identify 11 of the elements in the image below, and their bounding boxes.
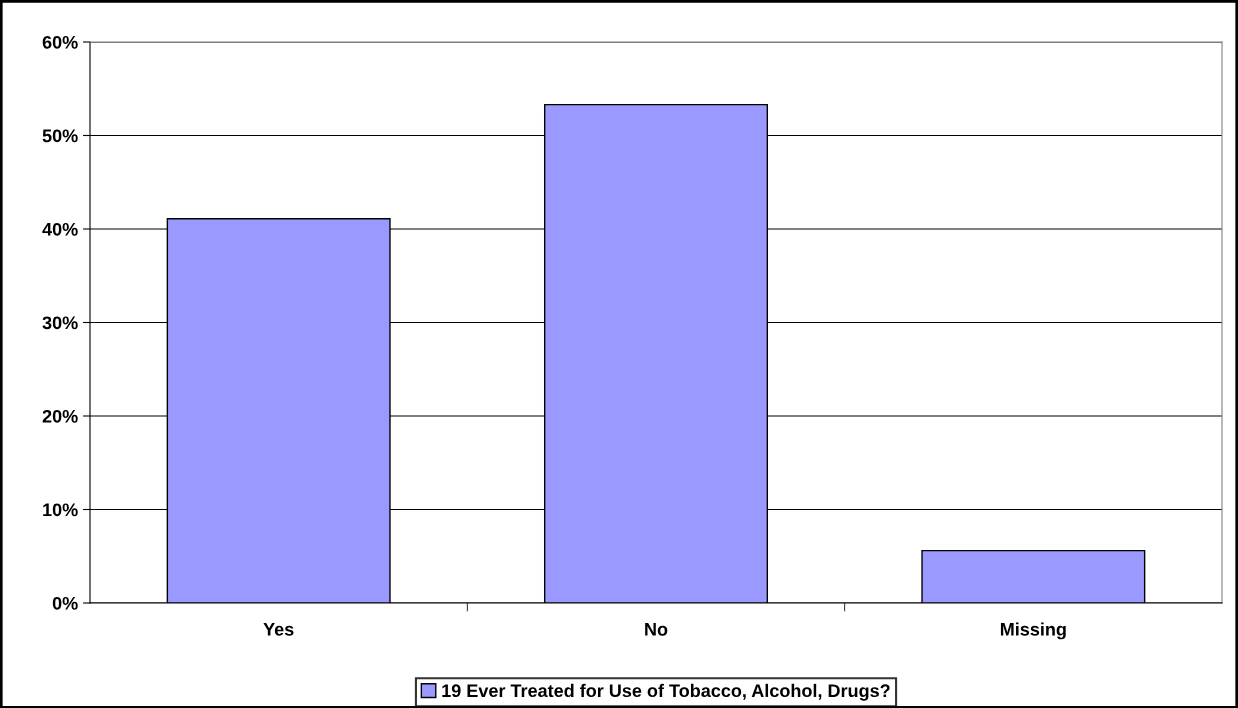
y-tick-label: 50% xyxy=(42,129,78,143)
y-tick-label: 20% xyxy=(42,409,78,423)
y-tick-label: 0% xyxy=(52,596,78,610)
y-tick-label: 30% xyxy=(42,316,78,330)
x-tick-label: No xyxy=(645,623,668,636)
y-tick-label: 10% xyxy=(43,503,78,517)
y-tick-label: 40% xyxy=(42,222,78,236)
x-tick-label: Missing xyxy=(1000,622,1066,640)
legend-label: 19 Ever Treated for Use of Tobacco, Alcohol, Drugs? xyxy=(442,683,890,701)
y-tick-label: 60% xyxy=(42,35,78,49)
x-tick-label: Yes xyxy=(263,623,294,636)
